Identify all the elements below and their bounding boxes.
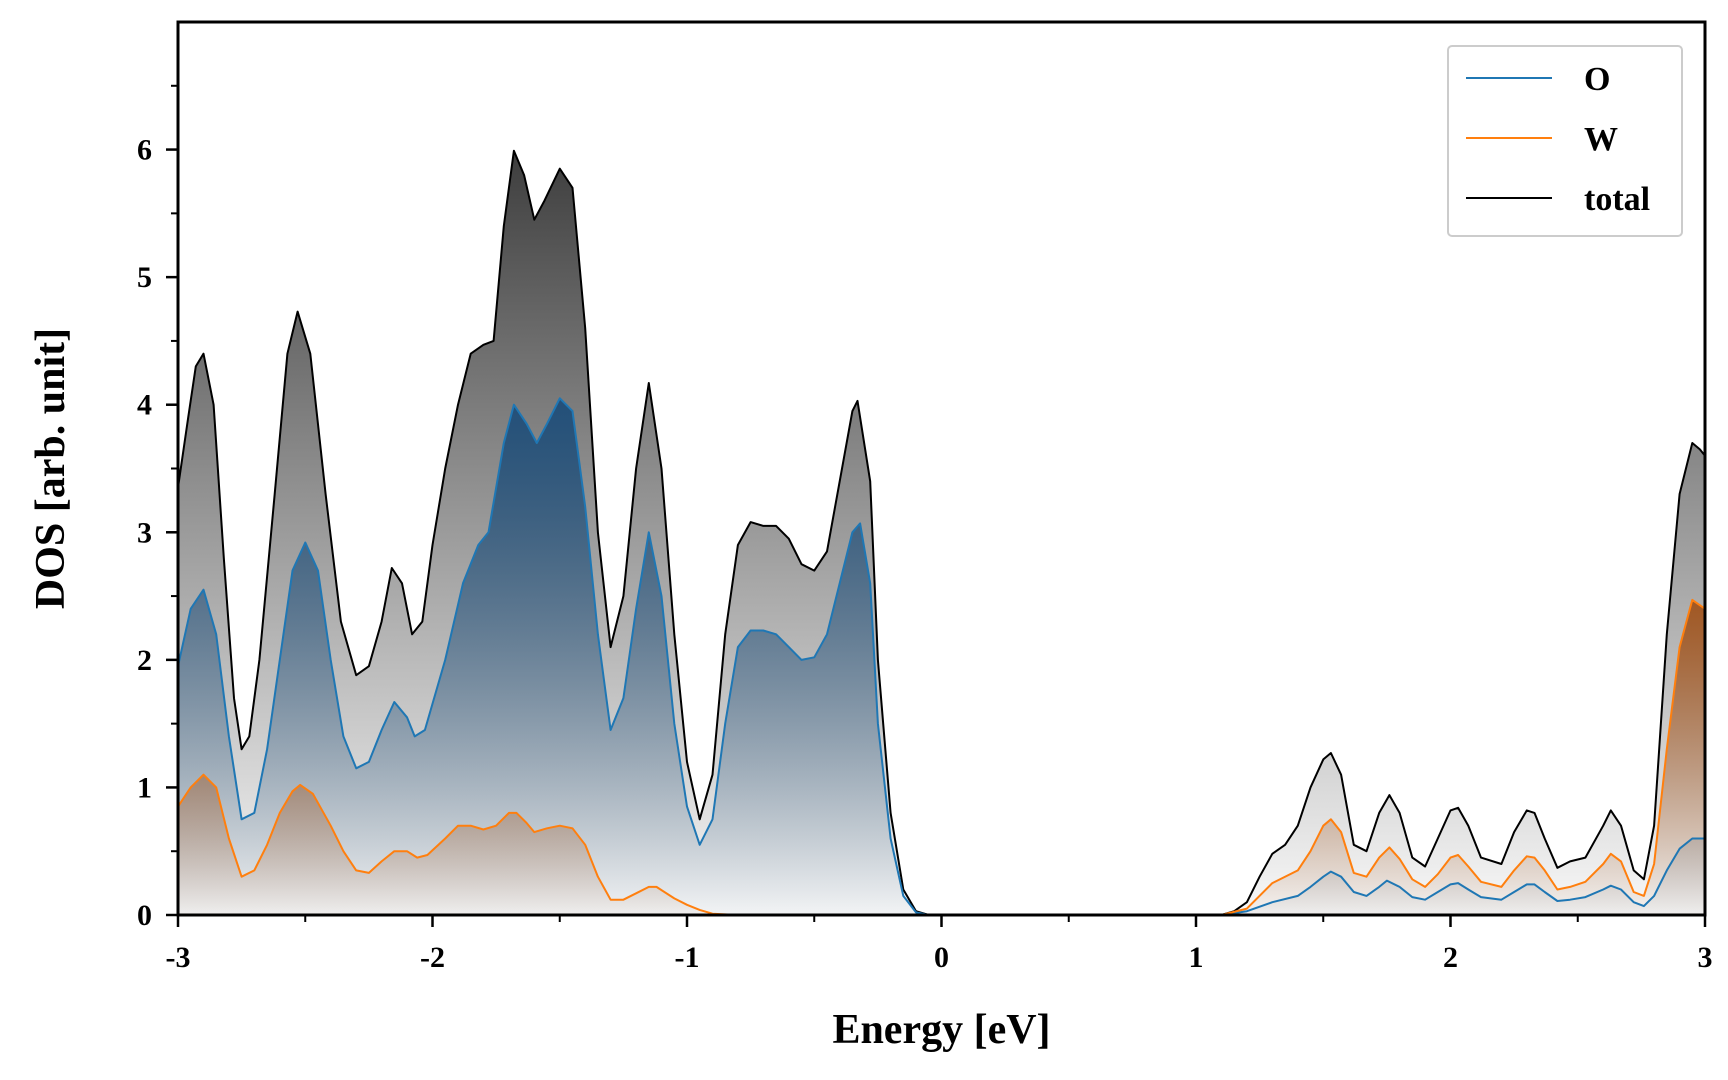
legend-box — [1447, 45, 1683, 237]
legend-label-total: total — [1584, 181, 1650, 218]
x-tick-label: 0 — [934, 941, 949, 974]
y-tick-label: 1 — [137, 771, 152, 804]
legend-label-w: W — [1584, 121, 1618, 158]
series-line-o — [177, 397, 1705, 916]
series-lines — [177, 149, 1706, 916]
axis-ticks — [166, 84, 1707, 927]
area-fill-w — [178, 599, 1705, 915]
y-tick-label: 0 — [137, 899, 152, 932]
series-line-w — [177, 598, 1706, 916]
area-fill-o — [178, 398, 1705, 915]
y-tick-label: 2 — [137, 644, 152, 677]
x-axis-title: Energy [eV] — [832, 1007, 1050, 1053]
y-tick-label: 5 — [137, 261, 152, 294]
x-tick-label: -1 — [675, 941, 700, 974]
legend-label-o: O — [1584, 61, 1610, 98]
x-tick-label: 2 — [1443, 941, 1458, 974]
x-tick-label: -3 — [166, 941, 191, 974]
x-tick-label: 1 — [1189, 941, 1204, 974]
area-fills — [178, 150, 1705, 916]
y-tick-label: 6 — [137, 134, 152, 167]
series-line-total — [177, 149, 1706, 916]
x-tick-label: 3 — [1698, 941, 1713, 974]
y-tick-label: 3 — [137, 516, 152, 549]
y-tick-label: 4 — [137, 389, 152, 422]
x-tick-label: -2 — [420, 941, 445, 974]
axis-tick-labels: -3 -2 -1 0 1 2 3 0 1 2 3 4 5 6 — [137, 134, 1713, 974]
y-axis-title: DOS [arb. unit] — [28, 328, 74, 609]
